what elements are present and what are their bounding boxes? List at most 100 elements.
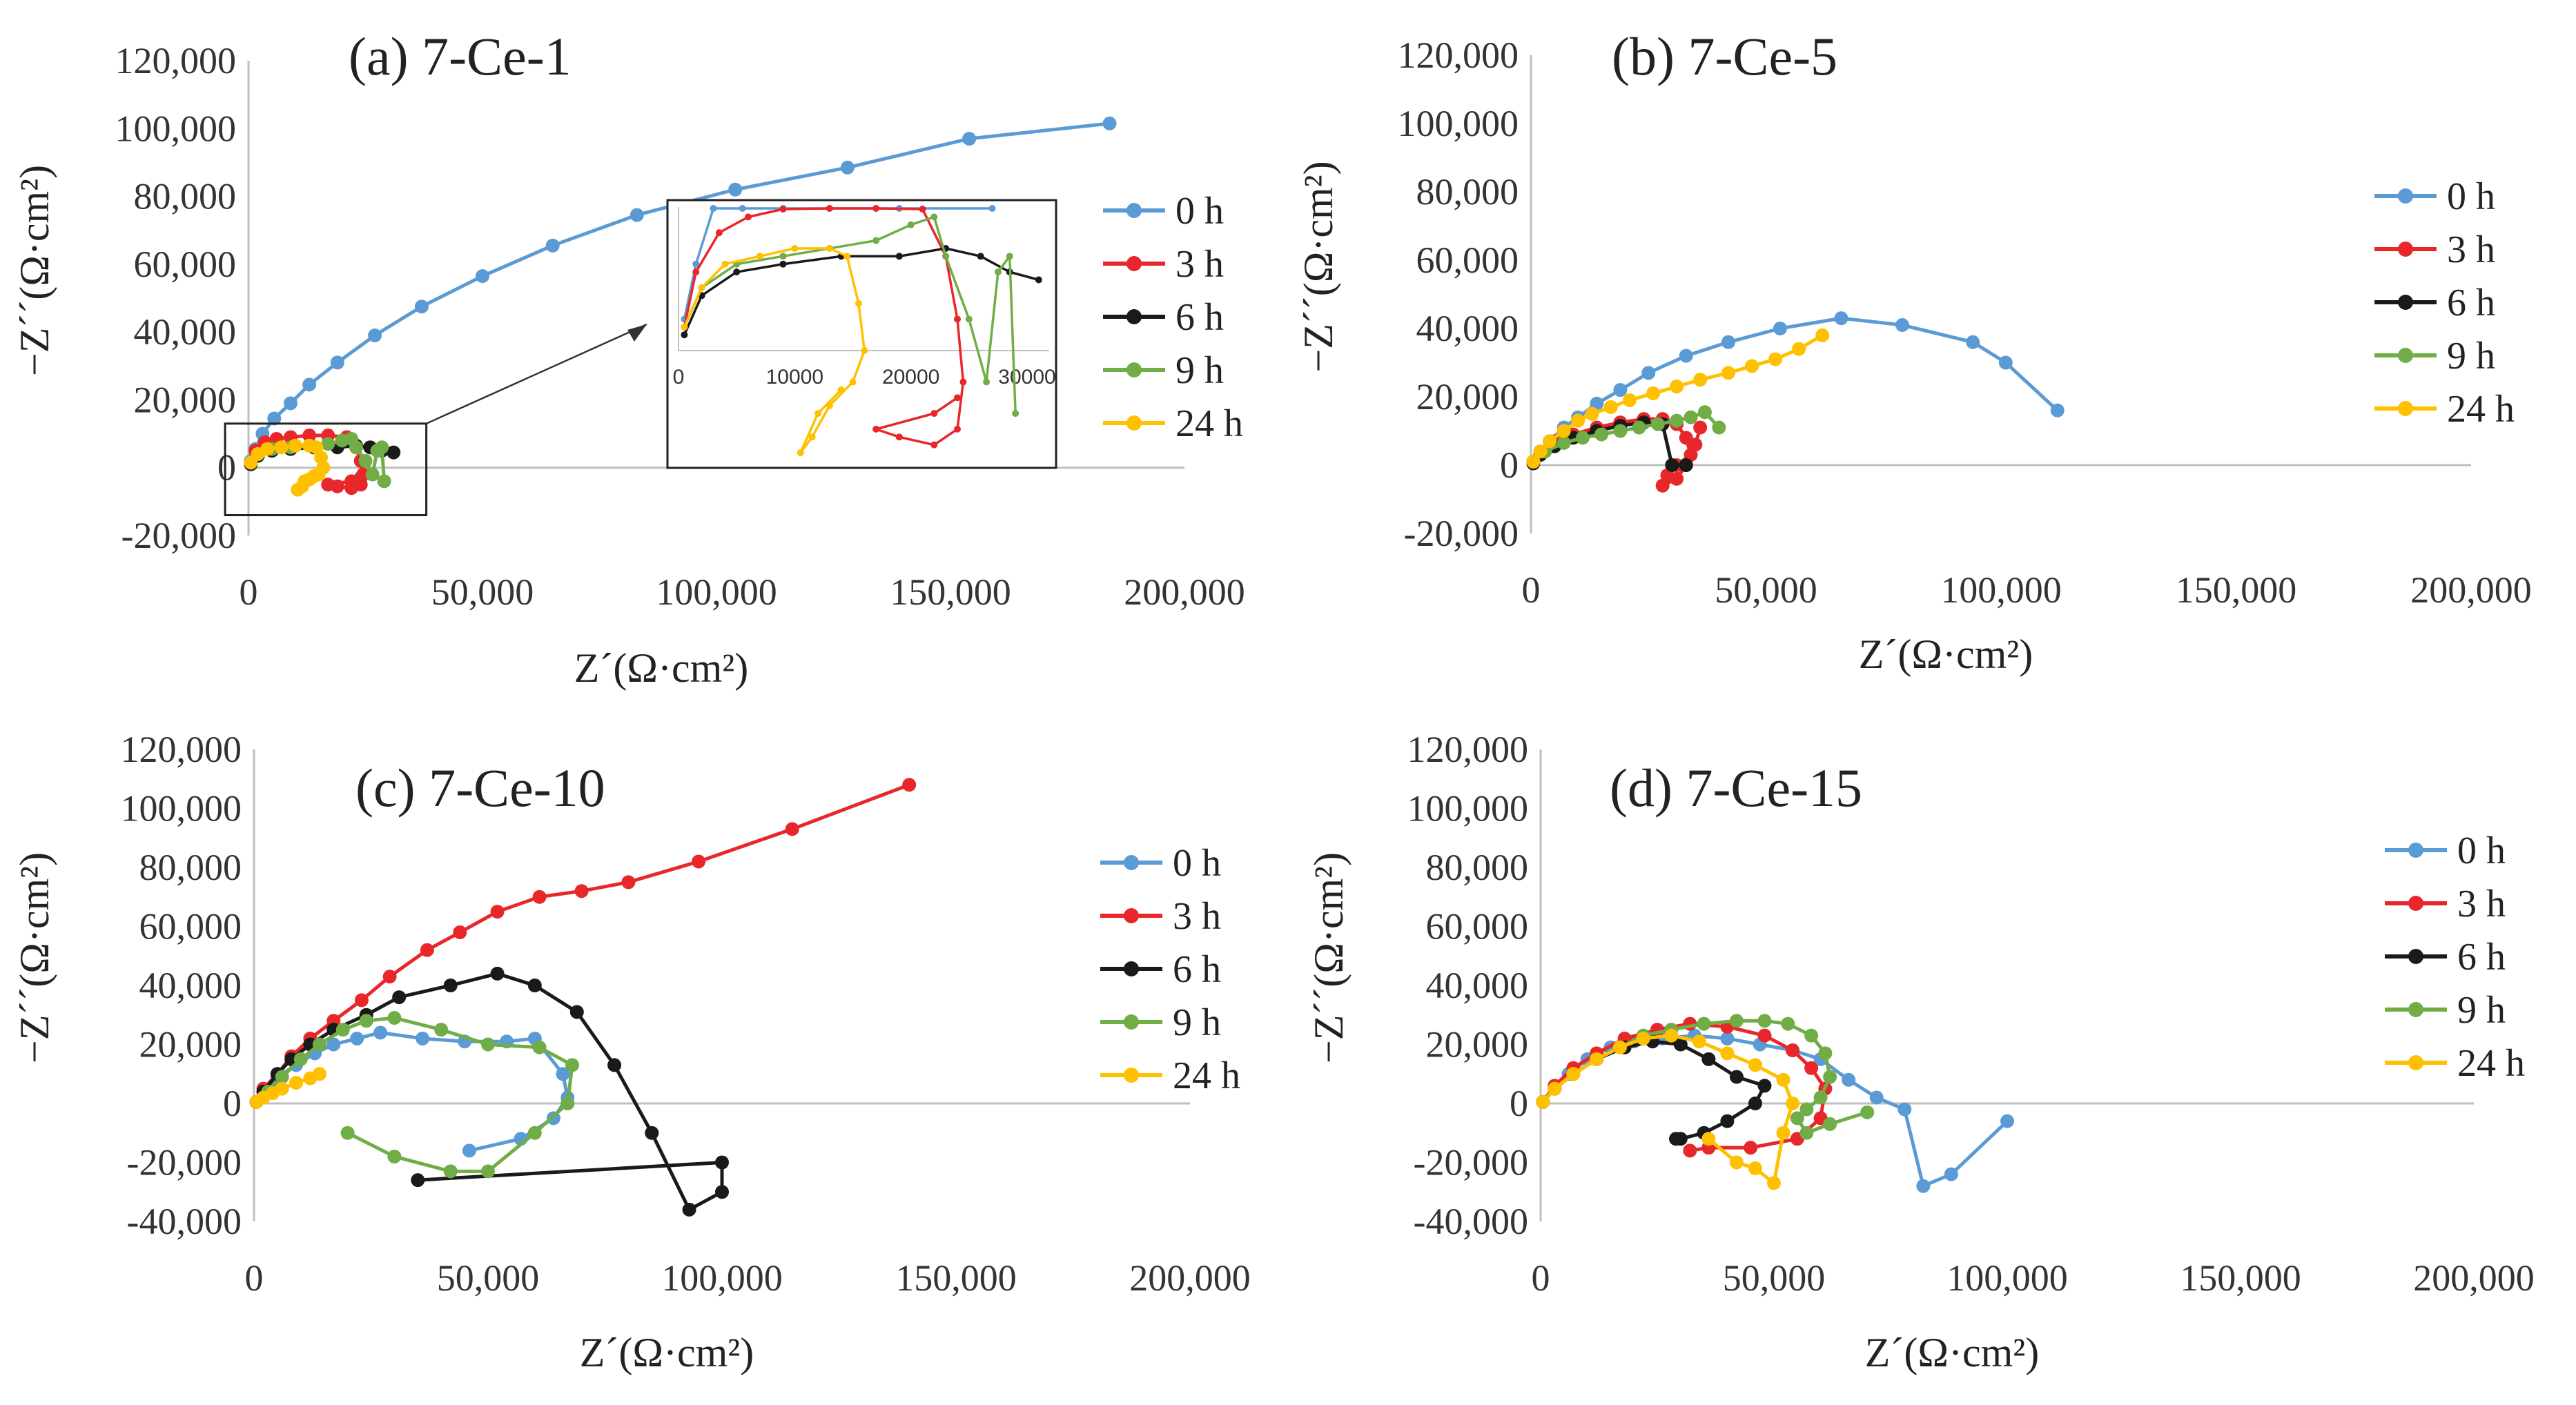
data-point bbox=[1823, 1070, 1837, 1084]
y-tick-label: 60,000 bbox=[1416, 239, 1519, 281]
data-point bbox=[289, 1076, 304, 1090]
legend-label: 3 h bbox=[1175, 243, 1224, 286]
series-24h bbox=[249, 1067, 326, 1109]
data-point bbox=[476, 269, 489, 284]
legend-swatch-marker bbox=[1126, 309, 1142, 324]
legend-swatch-marker bbox=[2408, 896, 2423, 911]
inset-data-point bbox=[988, 205, 996, 212]
inset-series-line bbox=[683, 215, 1017, 414]
inset-data-point bbox=[745, 213, 752, 221]
data-point bbox=[1670, 380, 1684, 394]
inset-data-point bbox=[930, 410, 938, 417]
inset-data-point bbox=[808, 433, 816, 441]
inset-data-point bbox=[954, 394, 961, 402]
x-tick-label: 0 bbox=[245, 1257, 264, 1299]
y-tick-label: 120,000 bbox=[1407, 729, 1529, 770]
y-axis-title: −Z´´(Ω·cm²) bbox=[12, 852, 57, 1063]
legend-label: 9 h bbox=[2457, 989, 2506, 1032]
data-point bbox=[1697, 405, 1712, 420]
data-point bbox=[1613, 424, 1628, 438]
x-tick-label: 0 bbox=[240, 571, 258, 613]
legend-label: 3 h bbox=[2447, 228, 2495, 271]
data-point bbox=[1998, 355, 2013, 370]
y-tick-label: 60,000 bbox=[139, 906, 242, 947]
y-tick-label: 20,000 bbox=[134, 379, 237, 420]
data-point bbox=[682, 1202, 696, 1217]
y-tick-label: 100,000 bbox=[115, 108, 237, 149]
data-point bbox=[1776, 1126, 1790, 1140]
inset-data-point bbox=[756, 253, 763, 260]
x-axis-title: Z´(Ω·cm²) bbox=[580, 1330, 754, 1375]
data-point bbox=[1679, 348, 1693, 363]
legend-label: 24 h bbox=[2457, 1042, 2525, 1085]
inset-data-point bbox=[855, 299, 862, 307]
data-point bbox=[335, 1023, 350, 1037]
inset-data-point bbox=[797, 449, 804, 457]
data-point bbox=[368, 328, 382, 343]
x-tick-label: 200,000 bbox=[1129, 1257, 1251, 1299]
legend-swatch-marker bbox=[2398, 401, 2413, 416]
legend-swatch-marker bbox=[1126, 203, 1142, 218]
data-point bbox=[1729, 1155, 1744, 1170]
data-point bbox=[1594, 427, 1609, 442]
data-point bbox=[1729, 1014, 1744, 1028]
inset-data-point bbox=[977, 253, 984, 260]
data-point bbox=[1834, 311, 1848, 326]
data-point bbox=[1548, 1081, 1562, 1096]
y-tick-label: -40,000 bbox=[1414, 1201, 1528, 1242]
data-point bbox=[715, 1155, 729, 1170]
inset-data-point bbox=[1012, 410, 1019, 417]
y-tick-label: 120,000 bbox=[121, 729, 242, 770]
legend-label: 24 h bbox=[1175, 402, 1243, 445]
legend-label: 3 h bbox=[1173, 895, 1221, 938]
data-point bbox=[1748, 1058, 1762, 1072]
data-point bbox=[340, 1126, 355, 1140]
data-point bbox=[392, 990, 407, 1005]
data-point bbox=[1585, 406, 1599, 421]
inset-data-point bbox=[698, 284, 705, 291]
data-point bbox=[1799, 1126, 1814, 1140]
data-point bbox=[574, 884, 589, 898]
inset-data-point bbox=[849, 378, 857, 386]
data-point bbox=[321, 478, 335, 492]
data-point bbox=[326, 1037, 341, 1052]
inset-data-point bbox=[681, 331, 688, 339]
data-point bbox=[1790, 1111, 1804, 1126]
data-point bbox=[1683, 1143, 1697, 1158]
x-axis-title: Z´(Ω·cm²) bbox=[1865, 1330, 2039, 1375]
panel-a: 120,000100,00080,00060,00040,00020,0000-… bbox=[12, 26, 1245, 691]
zoom-arrowhead bbox=[627, 324, 647, 342]
legend-swatch-marker bbox=[2408, 949, 2423, 964]
data-point bbox=[1720, 1031, 1735, 1045]
legend-swatch-marker bbox=[2398, 188, 2413, 204]
legend-swatch-marker bbox=[2398, 295, 2413, 310]
data-point bbox=[1895, 318, 1909, 333]
data-point bbox=[1804, 1061, 1819, 1075]
data-point bbox=[630, 208, 644, 222]
inset-data-point bbox=[715, 229, 723, 237]
data-point bbox=[481, 1164, 495, 1179]
data-point bbox=[275, 1081, 289, 1096]
data-point bbox=[302, 429, 317, 443]
x-tick-label: 200,000 bbox=[1124, 571, 1245, 613]
panel-title: (c) 7-Ce-10 bbox=[355, 758, 605, 818]
inset-data-point bbox=[930, 441, 938, 449]
data-point bbox=[1897, 1102, 1912, 1117]
y-tick-label: -20,000 bbox=[1404, 513, 1519, 554]
data-point bbox=[607, 1058, 622, 1072]
y-tick-label: 0 bbox=[223, 1083, 242, 1124]
x-axis-title: Z´(Ω·cm²) bbox=[574, 645, 748, 691]
y-tick-label: 120,000 bbox=[115, 40, 237, 81]
data-point bbox=[532, 890, 547, 904]
data-point bbox=[728, 182, 743, 197]
panel-c: 120,000100,00080,00060,00040,00020,0000-… bbox=[12, 729, 1251, 1375]
y-tick-label: 0 bbox=[1510, 1083, 1528, 1124]
data-point bbox=[358, 453, 373, 468]
data-point bbox=[490, 966, 505, 981]
data-point bbox=[560, 1097, 575, 1110]
series-3h bbox=[249, 778, 917, 1109]
inset-data-point bbox=[791, 244, 799, 252]
y-axis-title: −Z´´(Ω·cm²) bbox=[12, 165, 57, 376]
data-point bbox=[1679, 458, 1693, 472]
data-point bbox=[1650, 417, 1665, 431]
